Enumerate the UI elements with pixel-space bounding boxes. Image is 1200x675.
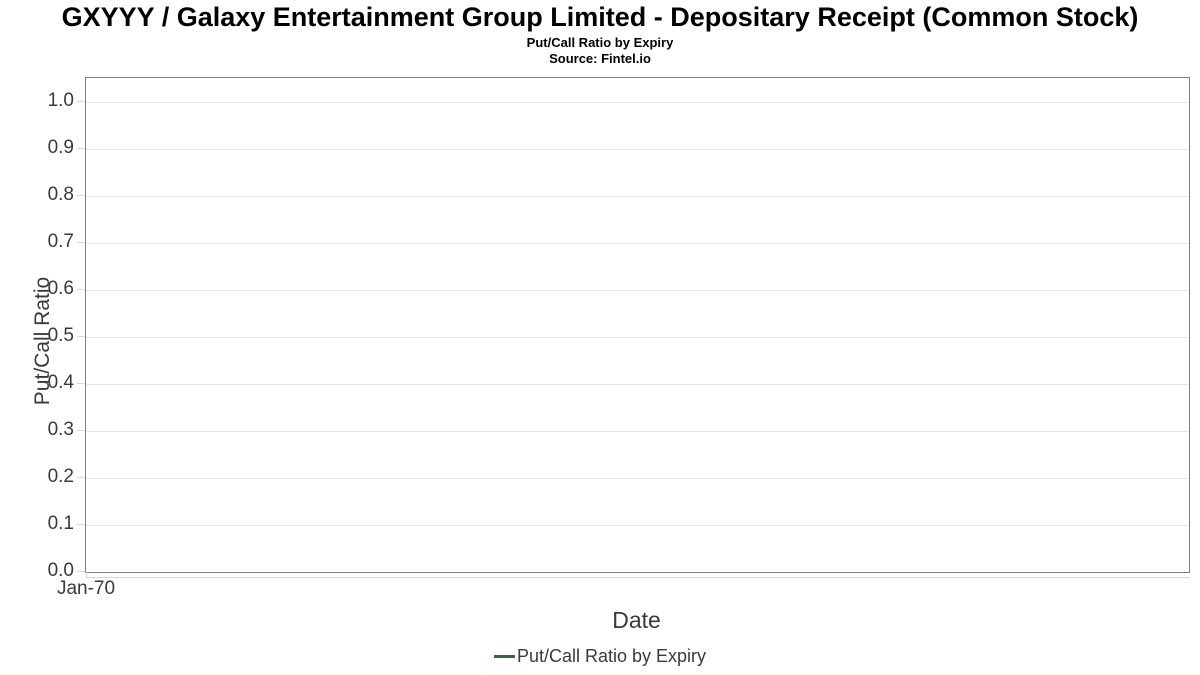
y-tick-mark [77, 242, 85, 243]
gridline [86, 102, 1189, 103]
y-tick-label: 0.3 [47, 419, 74, 440]
y-tick-label: 0.2 [47, 466, 74, 487]
chart-subtitle: Put/Call Ratio by Expiry [526, 35, 674, 50]
gridline [86, 478, 1189, 479]
y-tick-mark [77, 571, 85, 572]
gridline [86, 196, 1189, 197]
legend-item-put-call-ratio[interactable]: Put/Call Ratio by Expiry [493, 646, 707, 667]
x-axis-title: Date [612, 607, 661, 633]
y-tick-label: 0.5 [47, 325, 74, 346]
gridline [86, 525, 1189, 526]
y-tick-label: 0.9 [47, 137, 74, 158]
x-tick-label: Jan-70 [56, 578, 116, 599]
y-tick-label: 0.6 [47, 278, 74, 299]
y-tick-mark [77, 101, 85, 102]
y-tick-mark [77, 477, 85, 478]
plot-area [85, 77, 1190, 573]
y-tick-mark [77, 289, 85, 290]
legend: Put/Call Ratio by Expiry [0, 646, 1200, 667]
x-tick-mark [86, 572, 87, 578]
x-axis-line [85, 577, 1190, 578]
y-tick-label: 0.8 [47, 184, 74, 205]
y-tick-mark [77, 430, 85, 431]
y-tick-label: 0.0 [47, 560, 74, 581]
chart-title: GXYYY / Galaxy Entertainment Group Limit… [61, 2, 1139, 32]
legend-label: Put/Call Ratio by Expiry [516, 646, 707, 666]
gridline [86, 243, 1189, 244]
gridline [86, 431, 1189, 432]
gridline [86, 384, 1189, 385]
gridline [86, 149, 1189, 150]
legend-line-marker-icon [493, 655, 515, 658]
y-tick-label: 1.0 [47, 90, 74, 111]
y-tick-mark [77, 148, 85, 149]
chart-source: Source: Fintel.io [549, 51, 651, 66]
gridline [86, 337, 1189, 338]
y-tick-mark [77, 195, 85, 196]
y-tick-label: 0.1 [47, 513, 74, 534]
y-tick-label: 0.7 [47, 231, 74, 252]
gridline [86, 290, 1189, 291]
y-tick-mark [77, 336, 85, 337]
y-tick-mark [77, 383, 85, 384]
y-tick-mark [77, 524, 85, 525]
y-tick-label: 0.4 [47, 372, 74, 393]
